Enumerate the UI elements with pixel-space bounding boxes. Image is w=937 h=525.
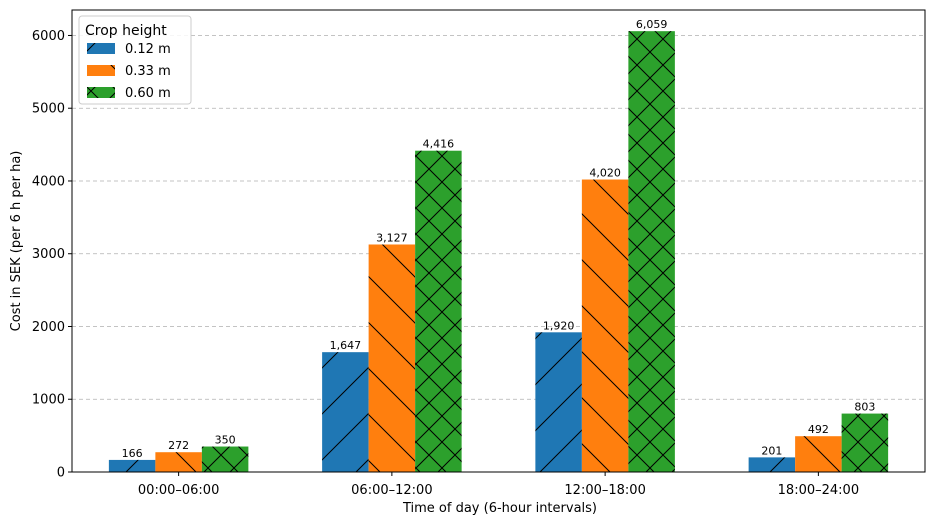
- legend-entry-label: 0.33 m: [125, 64, 171, 79]
- legend-swatch-hatch: [87, 43, 115, 54]
- data-label: 350: [215, 434, 236, 447]
- data-label: 4,020: [589, 167, 621, 180]
- y-tick-label: 0: [57, 466, 65, 481]
- bar-hatch: [368, 244, 416, 472]
- legend: Crop height 0.12 m 0.33 m 0.60 m: [78, 15, 192, 105]
- y-tick-label: 6000: [32, 29, 65, 44]
- data-label: 1,920: [543, 319, 575, 332]
- bar-hatch: [322, 352, 369, 472]
- legend-swatch-hatch: [87, 87, 115, 98]
- data-labels: 166 272 350 1,647 3,127 4,416 1,920 4,020 6,059 2…: [122, 18, 876, 460]
- data-label: 3,127: [376, 231, 408, 244]
- bar-hatch: [155, 452, 202, 472]
- y-tick-label: 2000: [32, 320, 65, 335]
- legend-title: Crop height: [85, 23, 167, 39]
- legend-swatch-hatch: [87, 65, 115, 76]
- data-label: 166: [122, 447, 143, 460]
- y-tick-label: 5000: [32, 102, 65, 117]
- data-label: 6,059: [636, 18, 668, 31]
- x-tick-label: 18:00–24:00: [778, 483, 859, 498]
- bars: [108, 31, 889, 473]
- y-tick-label: 1000: [32, 393, 65, 408]
- x-tick-label: 12:00–18:00: [564, 483, 645, 498]
- bar-hatch: [415, 150, 462, 473]
- bar-hatch: [535, 332, 582, 472]
- x-tick-label: 00:00–06:00: [138, 483, 219, 498]
- bar-hatch: [108, 459, 156, 472]
- bar-hatch: [581, 179, 629, 473]
- data-label: 272: [168, 439, 189, 452]
- x-axis-label: Time of day (6-hour intervals): [402, 501, 597, 516]
- bar-hatch: [201, 446, 249, 472]
- gridlines: [72, 35, 925, 400]
- bar-hatch: [841, 413, 889, 472]
- y-axis-label: Cost in SEK (per 6 h per ha): [9, 151, 24, 332]
- axes: 0 1000 2000 3000 4000 5000 6000 00:00–06:00 06:0…: [32, 9, 926, 498]
- bar-hatch: [748, 457, 796, 472]
- plot-frame: [71, 9, 926, 473]
- data-label: 1,647: [330, 339, 362, 352]
- data-label: 492: [808, 423, 829, 436]
- y-tick-label: 4000: [32, 174, 65, 189]
- bar-hatch: [795, 436, 842, 472]
- data-label: 201: [761, 444, 782, 457]
- data-label: 803: [854, 401, 875, 414]
- x-tick-label: 06:00–12:00: [351, 483, 432, 498]
- data-label: 4,416: [423, 138, 455, 151]
- legend-entry-label: 0.60 m: [125, 86, 171, 101]
- legend-entry-label: 0.12 m: [125, 42, 171, 57]
- legend-box: [78, 15, 192, 105]
- bar-hatch: [628, 31, 675, 473]
- y-tick-label: 3000: [32, 247, 65, 262]
